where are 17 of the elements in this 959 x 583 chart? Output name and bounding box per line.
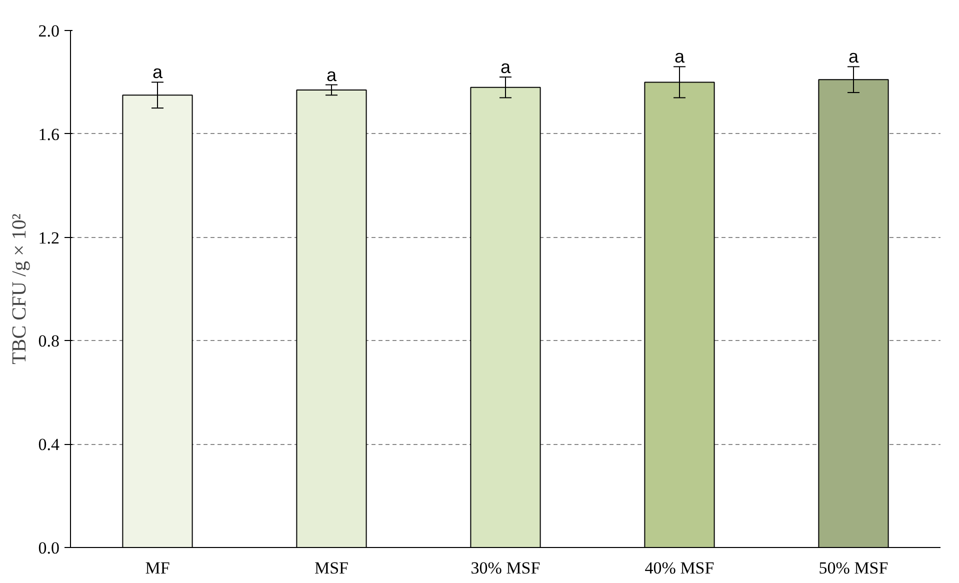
annotation: a (152, 62, 164, 82)
y-tick-label: 0.0 (38, 538, 60, 558)
x-tick-label: 50% MSF (818, 558, 888, 578)
y-tick-label: 2.0 (38, 22, 60, 40)
annotation: a (326, 64, 338, 85)
y-axis-title: TBC CFU /g × 10² (8, 214, 30, 364)
x-tick-label: 40% MSF (644, 558, 714, 578)
annotation: a (848, 46, 860, 67)
annotation: a (674, 46, 686, 67)
y-tick-label: 1.6 (38, 124, 60, 144)
annotation: a (500, 57, 512, 78)
x-tick-label: 30% MSF (470, 558, 540, 578)
x-tick-label: MSF (314, 558, 349, 578)
y-tick-label: 0.4 (38, 435, 60, 454)
y-tick-label: 0.8 (38, 332, 60, 351)
x-tick-label: MF (145, 558, 170, 578)
y-tick-label: 1.2 (38, 228, 60, 248)
